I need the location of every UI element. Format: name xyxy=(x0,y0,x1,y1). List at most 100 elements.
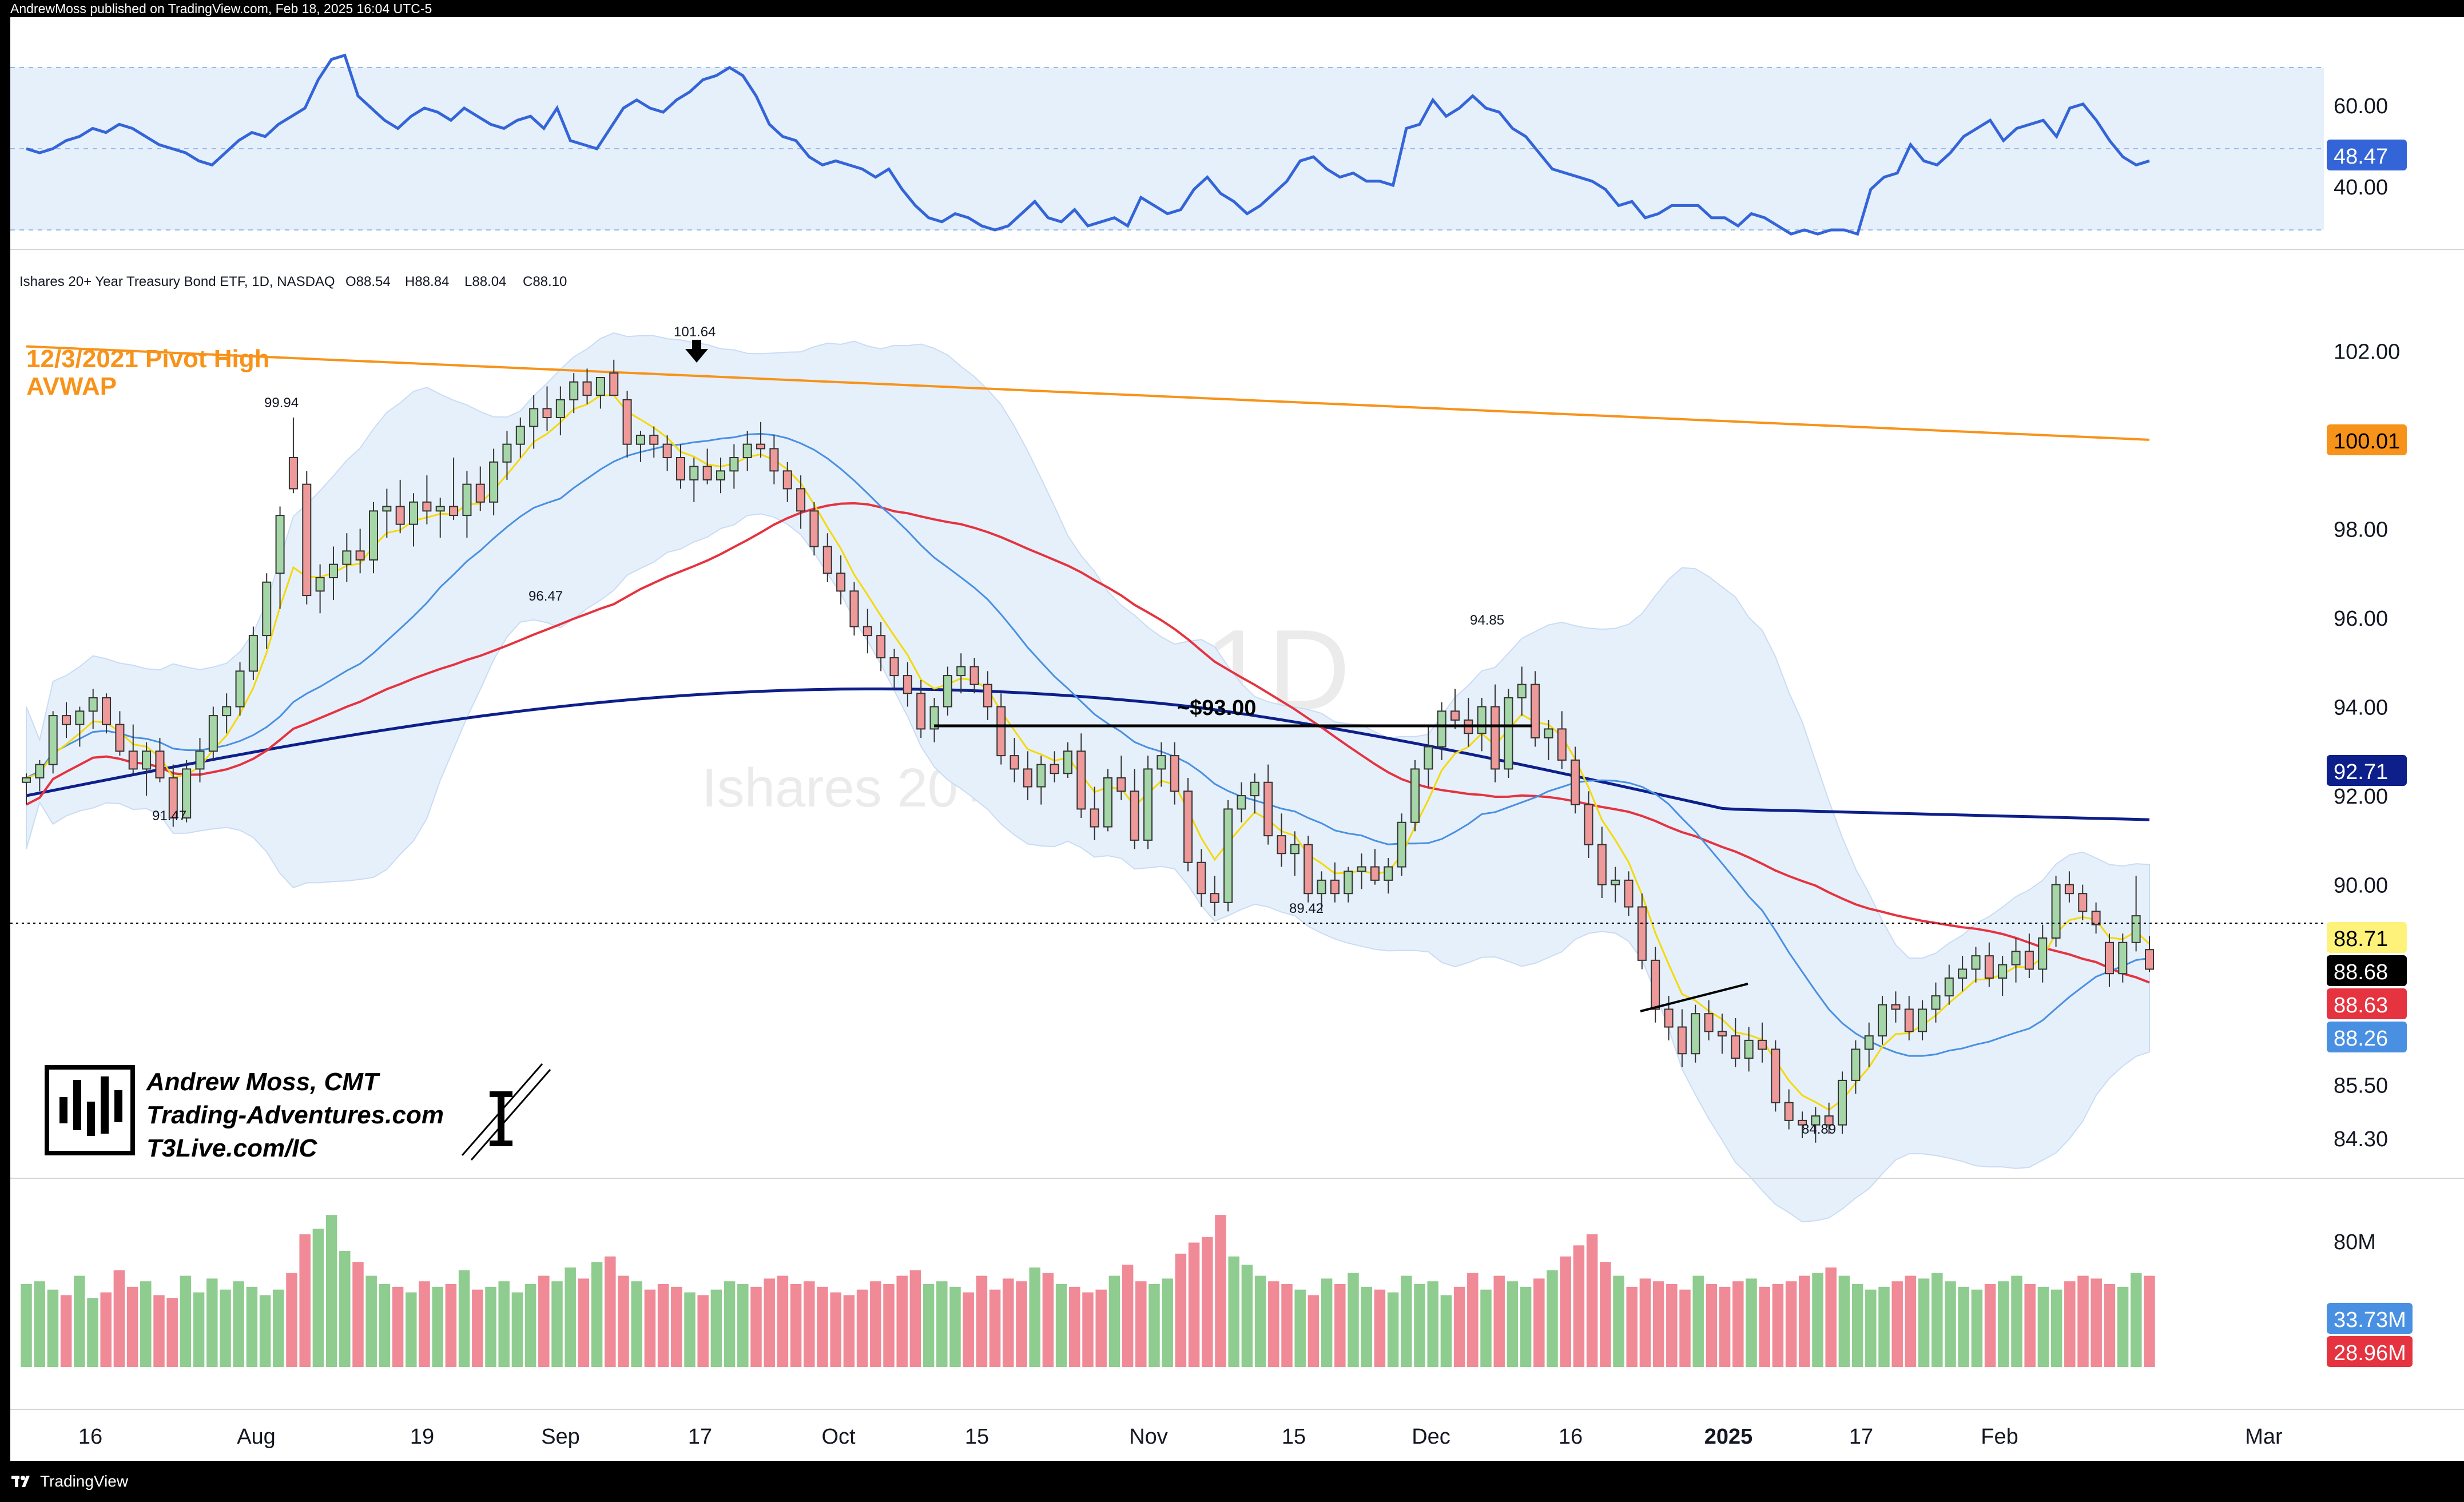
candle xyxy=(689,466,699,480)
author-name: Andrew Moss, CMT xyxy=(146,1068,380,1096)
time-tick: 17 xyxy=(1849,1425,1873,1449)
volume-badge xyxy=(2327,1303,2413,1334)
candle xyxy=(1491,706,1500,770)
candle xyxy=(342,550,352,565)
volume-bar xyxy=(2117,1286,2129,1367)
candle xyxy=(956,666,966,677)
candle xyxy=(836,573,846,592)
volume-bar xyxy=(1334,1284,1346,1367)
volume-badges: 33.73M 28.96M xyxy=(2327,1303,2413,1367)
sma-20-line xyxy=(26,432,2150,1057)
volume-bar xyxy=(299,1234,311,1367)
price-tick: 85.50 xyxy=(2334,1074,2388,1098)
sma-50-line xyxy=(26,502,2150,984)
peak-arrow-icon xyxy=(685,340,708,363)
candle xyxy=(1197,861,1206,895)
candle xyxy=(1170,755,1179,792)
legend-symbol: Ishares 20+ Year Treasury Bond ETF, 1D, … xyxy=(19,274,335,289)
volume-bar xyxy=(1069,1286,1080,1367)
volume-bar xyxy=(87,1298,98,1367)
candle xyxy=(1450,710,1460,721)
volume-bar xyxy=(1254,1275,1266,1367)
candle xyxy=(1076,750,1086,810)
candle xyxy=(1704,1013,1714,1032)
candle xyxy=(1838,1079,1847,1126)
candle xyxy=(622,399,632,445)
volume-bar xyxy=(1135,1281,1147,1367)
volume-bar xyxy=(2050,1289,2062,1367)
volume-bar xyxy=(472,1289,483,1367)
volume-bar xyxy=(2144,1275,2155,1367)
candle xyxy=(409,501,419,525)
volume-bar xyxy=(1984,1284,1996,1367)
volume-bar xyxy=(153,1295,165,1367)
price-tick: 90.00 xyxy=(2334,874,2388,898)
bollinger-band xyxy=(26,332,2150,1223)
candle xyxy=(2104,941,2114,975)
volume-bar xyxy=(1480,1289,1492,1367)
candle xyxy=(1517,684,1527,698)
publish-header: AndrewMoss published on TradingView.com,… xyxy=(0,0,2464,17)
author-site: Trading-Adventures.com xyxy=(146,1101,444,1129)
volume-badge-value: 28.96M xyxy=(2334,1341,2406,1365)
volume-bar xyxy=(1692,1275,1704,1367)
candle xyxy=(1717,1031,1727,1037)
time-tick: Mar xyxy=(2245,1425,2283,1449)
footer-brand: TradingView xyxy=(40,1472,129,1490)
candle xyxy=(449,506,459,516)
volume-bar xyxy=(339,1251,351,1367)
price-tick: 102.00 xyxy=(2334,340,2400,364)
candle xyxy=(502,443,512,463)
time-tick: Oct xyxy=(821,1425,856,1449)
candle xyxy=(35,764,45,778)
candle xyxy=(1050,764,1059,774)
price-badge-value: 88.63 xyxy=(2334,994,2388,1018)
candle xyxy=(1183,790,1193,863)
candle xyxy=(235,670,245,708)
volume-bar xyxy=(1401,1275,1412,1367)
volume-bar xyxy=(963,1292,974,1367)
candle xyxy=(1143,768,1153,841)
volume-bar xyxy=(565,1267,576,1367)
candle xyxy=(1691,1013,1700,1055)
volume-bar xyxy=(140,1281,152,1367)
volume-bar xyxy=(1215,1215,1226,1367)
candle xyxy=(1571,759,1580,805)
volume-bar xyxy=(1202,1237,1213,1367)
legend-low: L88.04 xyxy=(464,274,506,289)
volume-bar xyxy=(750,1286,762,1367)
candle xyxy=(168,777,178,818)
candle xyxy=(1036,764,1046,788)
volume-bar xyxy=(1042,1273,1054,1367)
volume-bar xyxy=(406,1292,417,1367)
time-tick: Feb xyxy=(1981,1425,2018,1449)
volume-bar xyxy=(790,1284,802,1367)
volume-bar xyxy=(843,1295,855,1367)
volume-bar xyxy=(1241,1265,1253,1367)
candle xyxy=(555,399,565,419)
avwap-label-1: 12/3/2021 Pivot High xyxy=(26,345,270,373)
time-tick: Aug xyxy=(237,1425,276,1449)
candle xyxy=(21,777,31,783)
volume-bar xyxy=(379,1284,391,1367)
volume-bar xyxy=(524,1284,536,1367)
volume-bar xyxy=(1626,1286,1638,1367)
candle xyxy=(969,666,979,685)
chart-canvas[interactable]: 60.00 40.00 48.47 Ishares 20+ Year Treas… xyxy=(10,17,2464,1461)
candle xyxy=(595,377,605,396)
volume-bar xyxy=(2064,1281,2076,1367)
volume-bar xyxy=(2091,1278,2102,1367)
price-badge xyxy=(2327,1022,2407,1052)
volume-bar xyxy=(166,1298,178,1367)
volume-bar xyxy=(1374,1289,1386,1367)
candle xyxy=(542,408,552,419)
candle xyxy=(435,506,445,512)
volume-bar xyxy=(511,1292,523,1367)
candle xyxy=(208,715,218,752)
legend-high: H88.84 xyxy=(405,274,449,289)
volume-bar xyxy=(365,1275,377,1367)
volume-bar xyxy=(34,1281,45,1367)
candle xyxy=(662,443,672,459)
candle xyxy=(1223,808,1233,903)
volume-bar xyxy=(1679,1289,1691,1367)
